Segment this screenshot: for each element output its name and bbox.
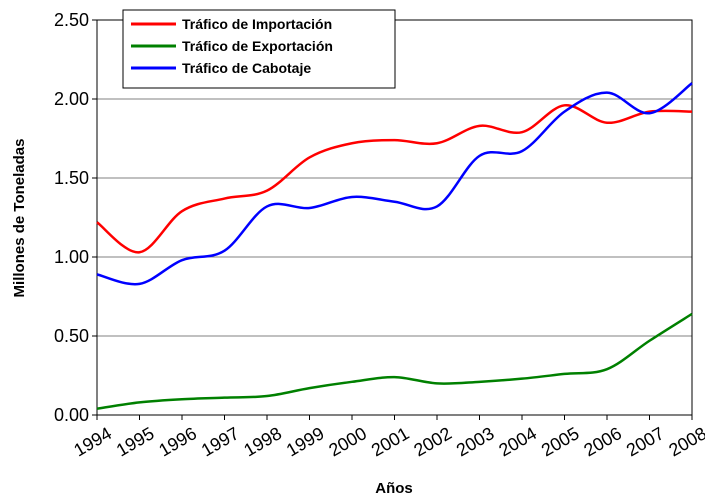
y-tick-label: 0.50 bbox=[54, 326, 89, 346]
y-tick-label: 0.00 bbox=[54, 405, 89, 425]
line bbox=[96, 82, 693, 286]
y-tick-label: 1.50 bbox=[54, 168, 89, 188]
line bbox=[96, 104, 693, 254]
y-tick-label: 2.00 bbox=[54, 89, 89, 109]
y-tick-label: 1.00 bbox=[54, 247, 89, 267]
x-axis-label: Años bbox=[375, 480, 413, 497]
y-axis-label: Millones de Toneladas bbox=[11, 139, 28, 298]
legend-label: Tráfico de Importación bbox=[182, 16, 332, 32]
legend-label: Tráfico de Exportación bbox=[182, 38, 333, 54]
legend-label: Tráfico de Cabotaje bbox=[182, 60, 311, 76]
y-tick-label: 2.50 bbox=[54, 10, 89, 30]
line bbox=[96, 312, 693, 410]
